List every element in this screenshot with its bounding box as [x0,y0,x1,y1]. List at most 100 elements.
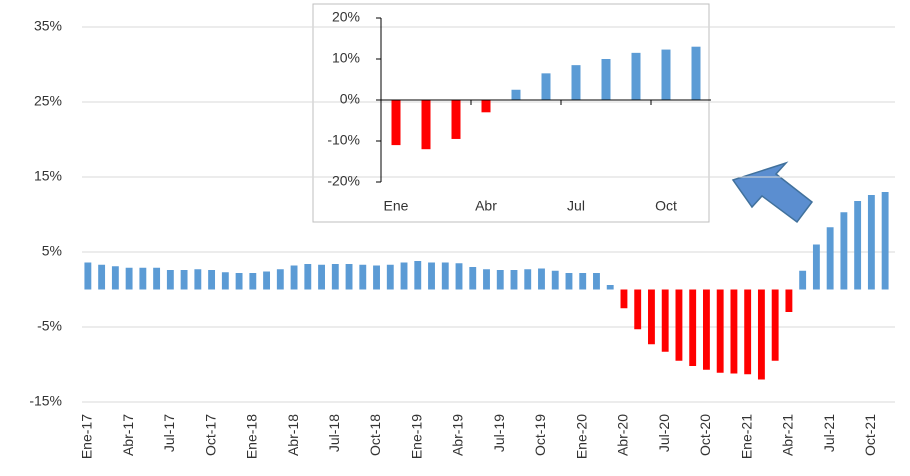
bar [771,289,779,361]
bar [601,59,611,100]
x-tick-label: Abr-17 [120,414,136,456]
bar [812,244,820,290]
bar [125,267,133,290]
bar [428,262,435,290]
bar [551,270,559,290]
bar [730,289,738,374]
x-tick-label: Jul-20 [656,414,672,452]
bar [881,192,889,290]
x-tick-label: Oct [655,198,677,214]
bar [631,52,641,100]
bar [208,270,216,290]
x-tick-label: Jul-19 [491,414,507,452]
x-tick-label: Oct-21 [862,414,878,456]
bar [359,264,367,290]
y-tick-label: 5% [42,243,62,259]
bar [263,271,271,290]
bar [391,100,401,146]
y-tick-label: 0% [340,91,360,107]
x-tick-label: Jul [567,198,585,214]
bar [689,289,697,366]
bar [469,267,477,290]
bar [541,73,551,100]
bar [194,269,202,290]
bar [538,268,545,290]
bar [661,289,669,352]
y-tick-label: -5% [37,318,62,334]
x-tick-label: Oct-20 [697,414,713,456]
bar [867,195,875,290]
bar [373,265,380,290]
bar [111,266,119,290]
bar [441,262,449,290]
bar [826,227,834,290]
bar [854,201,862,290]
bar [744,289,752,375]
bar [702,289,710,370]
bar [840,212,848,290]
bar [276,269,284,290]
x-tick-label: Ene-21 [738,414,754,459]
x-tick-label: Oct-17 [202,414,218,456]
bar [799,270,807,290]
x-tick-label: Abr-18 [285,414,301,456]
bar [606,285,614,290]
bar [483,269,490,290]
bar [386,264,394,290]
bar [565,273,573,290]
bar [481,100,491,113]
bar [496,270,504,290]
x-tick-label: Ene-19 [408,414,424,459]
y-tick-label: 35% [34,18,62,34]
x-tick-label: Ene-20 [573,414,589,459]
x-tick-label: Ene-18 [244,414,260,459]
y-tick-label: -10% [327,132,360,148]
x-tick-label: Abr-19 [450,414,466,456]
bar [648,289,655,345]
bar [757,289,765,380]
y-tick-label: 25% [34,93,62,109]
bar [84,262,92,290]
x-tick-label: Oct-19 [532,414,548,456]
bar [304,264,312,290]
bar [451,100,461,139]
x-tick-label: Abr-21 [780,414,796,456]
bar [235,273,243,290]
bar [455,263,463,290]
bar [634,289,642,330]
bar [139,267,147,290]
bar [345,264,353,290]
x-tick-label: Abr [475,198,497,214]
bar [166,270,174,290]
bar [675,289,683,361]
arrow [731,161,814,224]
inset-frame [312,3,710,223]
x-tick-label: Ene-17 [79,414,95,459]
bar [524,269,532,290]
bar [400,262,408,290]
y-tick-label: 20% [332,9,360,25]
x-tick-label: Jul-17 [161,414,177,452]
bar [318,264,325,290]
bar [331,264,339,290]
bar [691,46,701,100]
bar [593,273,600,290]
bar [221,272,229,290]
x-tick-label: Ene [384,198,409,214]
bar [785,289,793,312]
bar [290,265,298,290]
bar [620,289,628,309]
bar [579,273,587,290]
bar [180,270,188,290]
x-tick-label: Abr-20 [615,414,631,456]
bar [571,65,581,100]
bar [716,289,724,373]
x-tick-label: Jul-21 [821,414,837,452]
bar [414,261,422,290]
bar [249,273,257,290]
y-tick-label: 15% [34,168,62,184]
x-tick-label: Oct-18 [367,414,383,456]
y-tick-label: -15% [29,393,62,409]
bar [661,49,671,100]
